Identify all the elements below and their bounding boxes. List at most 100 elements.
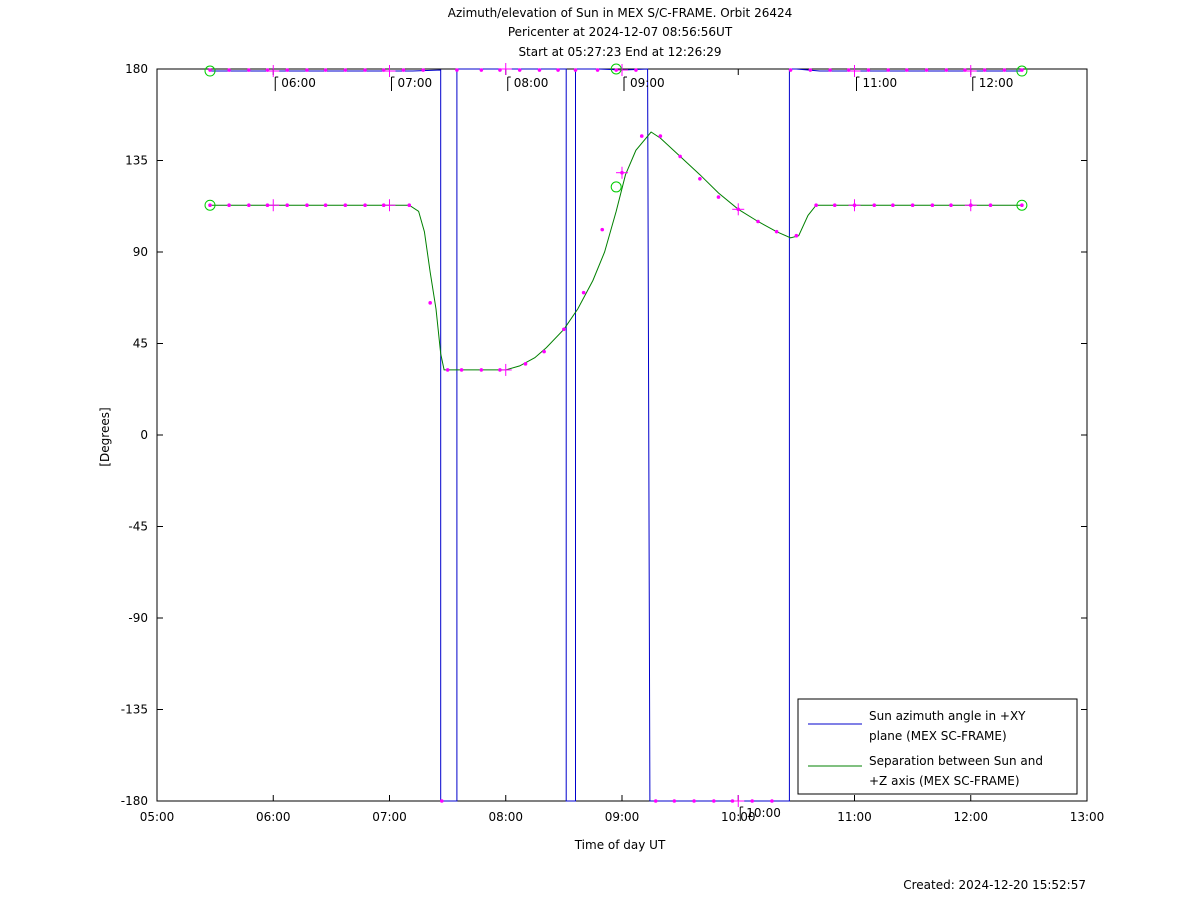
separation-marker-7	[343, 203, 348, 208]
x-tick-label-0: 05:00	[140, 810, 175, 824]
legend-label-separation-line-1: Separation between Sun and	[869, 754, 1043, 768]
hour-marker-label-2: 08:00	[514, 76, 549, 90]
azimuth-marker-42	[1020, 68, 1024, 72]
azimuth-marker-26	[712, 799, 716, 803]
azimuth-marker-4	[285, 68, 290, 72]
legend-label-azimuth-line-1: Sun azimuth angle in +XY	[869, 709, 1026, 723]
y-tick-label-1: 135	[125, 154, 148, 168]
hour-marker-label-4: 10:00	[746, 806, 781, 820]
azimuth-marker-1	[227, 68, 231, 72]
plot-area	[156, 68, 1088, 802]
x-tick-label-1: 06:00	[256, 810, 291, 824]
x-axis: 05:00 06:00 07:00 08:00 09:00 10:00 11:00 12:00…	[140, 69, 1105, 824]
separation-marker-26	[716, 195, 721, 199]
y-tick-label-8: -180	[121, 794, 148, 808]
azimuth-marker-36	[905, 68, 909, 72]
separation-marker-41	[1020, 203, 1024, 208]
y-tick-label-4: 0	[140, 428, 148, 442]
endpoint-circle-5	[1016, 199, 1028, 211]
y-tick-label-3: 45	[133, 337, 148, 351]
separation-marker-12	[445, 368, 450, 372]
azimuth-marker-5	[305, 68, 309, 72]
legend-label-separation-line-2: +Z axis (MEX SC-FRAME)	[869, 774, 1020, 788]
separation-marker-29	[774, 229, 779, 234]
azimuth-marker-20	[595, 68, 600, 72]
separation-marker-5	[305, 203, 309, 208]
y-tick-label-5: -45	[128, 520, 148, 534]
separation-marker-32	[832, 203, 837, 208]
separation-marker-22	[639, 134, 644, 138]
y-tick-label-0: 180	[125, 62, 148, 76]
x-tick-label-6: 11:00	[837, 810, 872, 824]
separation-marker-16	[523, 362, 528, 366]
separation-marker-4	[285, 203, 290, 208]
x-tick-label-7: 12:00	[953, 810, 988, 824]
separation-marker-19	[581, 290, 586, 295]
azimuth-marker-17	[537, 68, 542, 72]
chart-title-line-1: Azimuth/elevation of Sun in MEX S/C-FRAM…	[448, 6, 793, 20]
x-tick-label-8: 13:00	[1070, 810, 1105, 824]
x-tick-label-5: 10:00	[721, 810, 756, 824]
separation-marker-35	[891, 203, 895, 208]
data-markers	[204, 63, 1028, 807]
hour-marker-label-0: 06:00	[281, 76, 316, 90]
hour-marker-label-5: 11:00	[863, 76, 898, 90]
azimuth-marker-0	[208, 68, 212, 72]
y-tick-label-7: -135	[121, 703, 148, 717]
azimuth-marker-7	[343, 68, 348, 72]
azimuth-marker-24	[672, 799, 677, 803]
azimuth-marker-13	[455, 68, 459, 72]
endpoint-circle-1	[610, 63, 622, 75]
separation-marker-40	[988, 203, 993, 208]
azimuth-marker-40	[982, 68, 987, 72]
azimuth-marker-29	[770, 799, 774, 803]
hour-marker-labels: 06:00 07:00 08:00 09:00 10:00 11:00 12:00	[274, 76, 1014, 821]
y-axis-label: [Degrees]	[98, 407, 112, 466]
separation-marker-8	[363, 203, 367, 208]
separation-marker-23	[658, 134, 663, 138]
legend: Sun azimuth angle in +XY plane (MEX SC-F…	[797, 698, 1078, 795]
azimuth-marker-19	[573, 68, 578, 72]
x-tick-label-2: 07:00	[372, 810, 407, 824]
endpoint-circle-0	[204, 65, 216, 77]
separation-marker-20	[600, 227, 605, 232]
azimuth-marker-16	[517, 68, 522, 72]
azimuth-marker-30	[788, 68, 793, 72]
azimuth-marker-41	[1002, 68, 1007, 72]
series-line-0	[210, 68, 1022, 802]
azimuth-marker-28	[750, 799, 754, 803]
separation-marker-24	[678, 154, 682, 159]
separation-marker-2	[247, 203, 251, 208]
separation-marker-1	[227, 203, 231, 208]
azimuth-marker-18	[556, 68, 560, 72]
azimuth-marker-31	[808, 68, 813, 72]
separation-marker-25	[698, 177, 702, 181]
azimuth-marker-14	[479, 68, 484, 72]
endpoint-circle-4	[610, 181, 622, 193]
azimuth-marker-6	[323, 68, 328, 72]
azimuth-marker-34	[866, 68, 871, 72]
created-timestamp: Created: 2024-12-20 15:52:57	[903, 878, 1086, 892]
azimuth-marker-25	[692, 799, 696, 803]
separation-marker-11	[428, 301, 432, 305]
separation-marker-17	[542, 349, 546, 354]
separation-marker-0	[208, 203, 212, 208]
hour-marker-label-6: 12:00	[979, 76, 1014, 90]
y-tick-label-2: 90	[133, 245, 148, 259]
azimuth-marker-10	[401, 68, 406, 72]
separation-marker-31	[814, 203, 818, 208]
hour-marker-label-1: 07:00	[398, 76, 433, 90]
separation-marker-10	[407, 203, 412, 208]
separation-marker-28	[756, 219, 760, 224]
chart-title-line-3: Start at 05:27:23 End at 12:26:29	[518, 45, 721, 59]
x-tick-label-4: 09:00	[605, 810, 640, 824]
azimuth-marker-22	[634, 68, 638, 72]
azimuth-marker-12	[440, 799, 444, 803]
y-axis: 180 135 90 45 0 -45 -90 -135 -180	[121, 62, 1087, 808]
legend-label-azimuth-line-2: plane (MEX SC-FRAME)	[869, 729, 1007, 743]
x-tick-label-3: 08:00	[488, 810, 523, 824]
azimuth-marker-32	[828, 68, 832, 72]
series-line-1	[210, 131, 1022, 371]
legend-box	[797, 698, 1078, 795]
y-tick-label-6: -90	[128, 611, 148, 625]
